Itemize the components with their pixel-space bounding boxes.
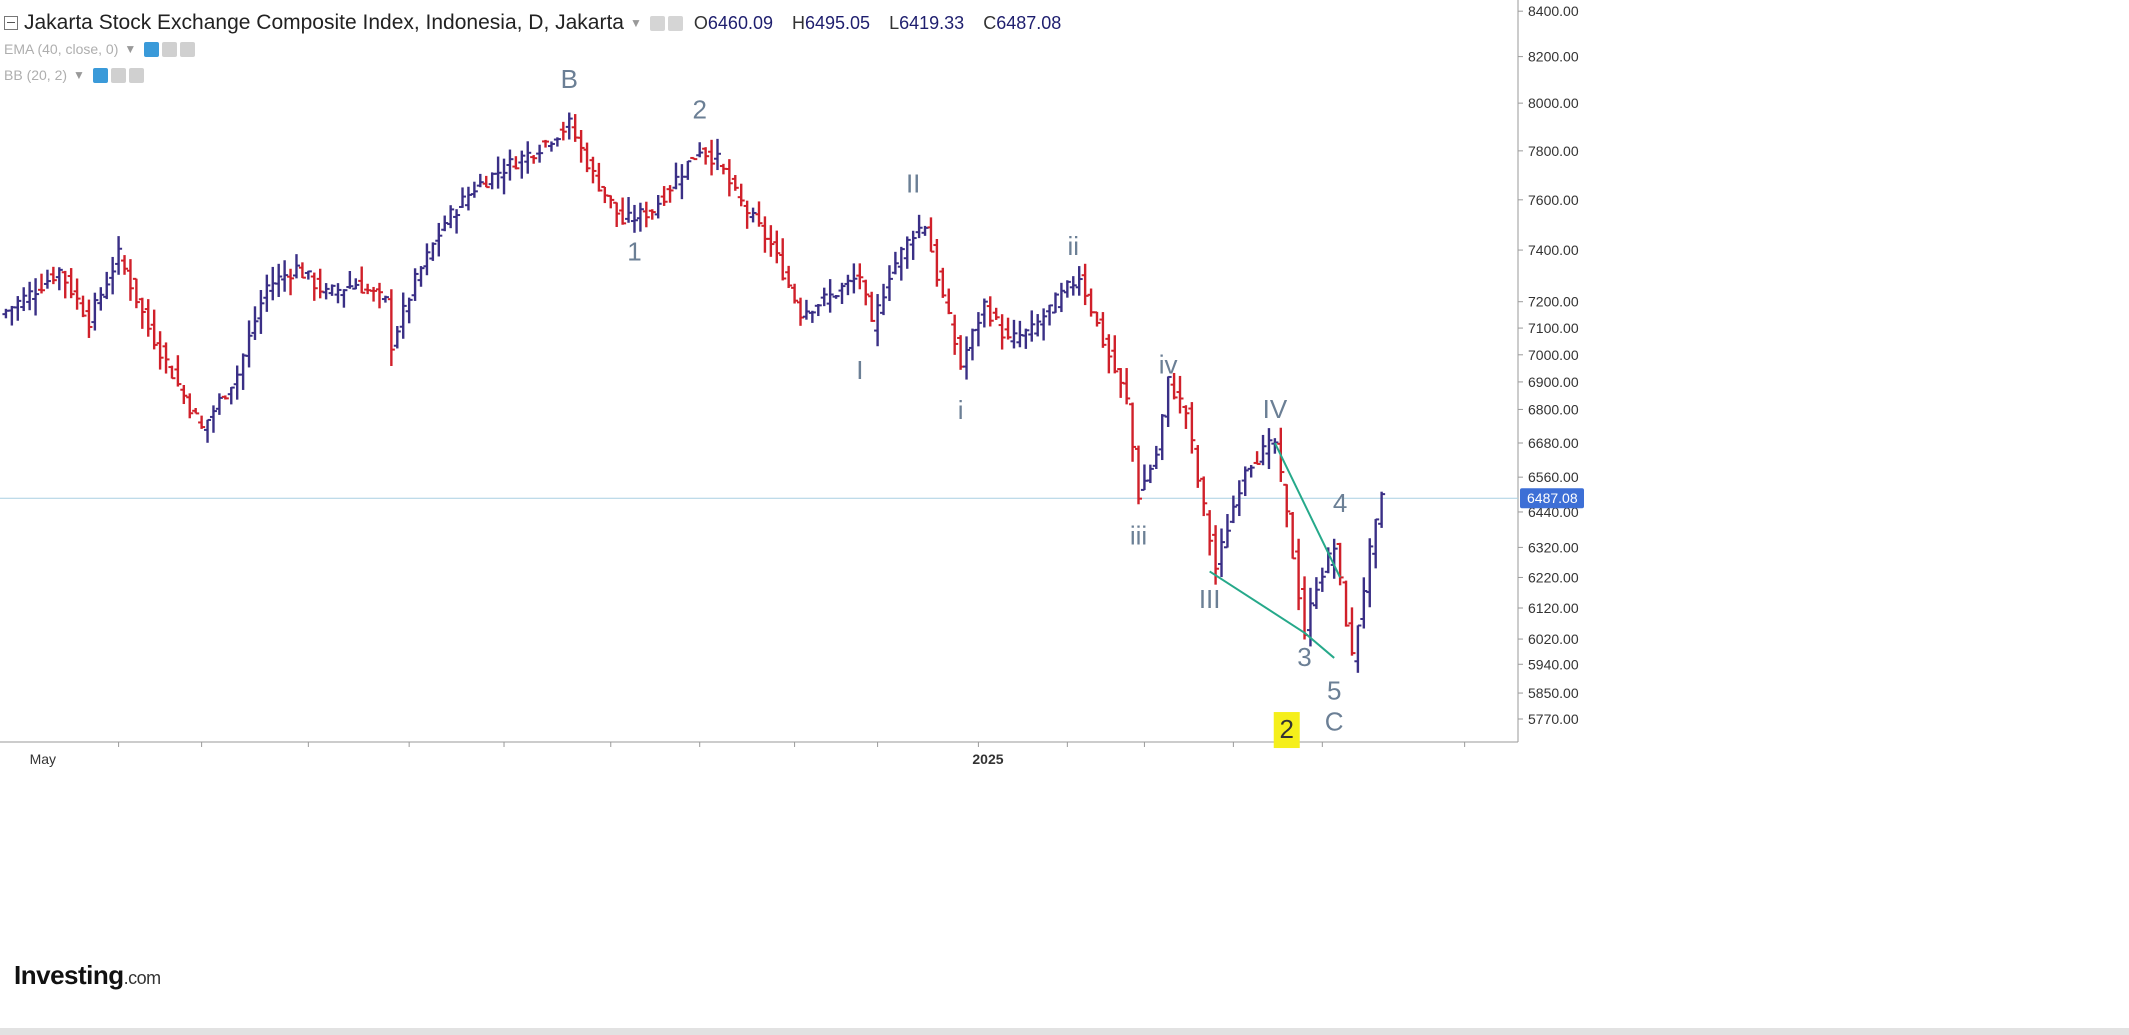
y-tick-label: 7600.00 <box>1528 192 1579 208</box>
wave-label: II <box>906 168 920 198</box>
open-value: 6460.09 <box>707 12 773 33</box>
wave-label: C <box>1325 706 1344 736</box>
wave-label: 2 <box>1280 714 1294 744</box>
settings-icon[interactable] <box>110 67 126 83</box>
wave-label: III <box>1199 584 1221 614</box>
wave-label: IV <box>1263 394 1288 424</box>
indicator-bb[interactable]: BB (20, 2) ▼ <box>4 62 1075 88</box>
open-key: O <box>693 12 708 33</box>
chevron-down-icon[interactable]: ▼ <box>630 16 642 30</box>
ohlc-bars <box>2 112 1386 673</box>
trendline <box>1303 632 1335 659</box>
chevron-down-icon[interactable]: ▼ <box>73 68 85 82</box>
trendline <box>1209 570 1306 634</box>
x-tick-label: May <box>30 751 56 767</box>
instrument-title: Jakarta Stock Exchange Composite Index, … <box>24 11 624 34</box>
low-key: L <box>889 12 900 33</box>
y-tick-label: 8200.00 <box>1528 49 1579 65</box>
ohlc-readout: O6460.09 H6495.05 L6419.33 C6487.08 <box>694 13 1075 34</box>
wave-label: I <box>856 355 863 385</box>
settings-icon[interactable] <box>667 15 683 31</box>
y-tick-label: 8000.00 <box>1528 95 1579 111</box>
visibility-icon[interactable] <box>649 15 665 31</box>
visibility-icon[interactable] <box>144 41 160 57</box>
collapse-legend-icon[interactable] <box>4 16 18 30</box>
close-icon[interactable] <box>128 67 144 83</box>
wave-label: 2 <box>692 95 706 125</box>
y-tick-label: 6120.00 <box>1528 600 1579 616</box>
y-tick-label: 5850.00 <box>1528 685 1579 701</box>
close-key: C <box>983 12 997 33</box>
y-axis-tags: 6487.08 <box>1520 488 1584 509</box>
indicator-bb-label: BB (20, 2) <box>4 67 68 83</box>
chevron-down-icon[interactable]: ▼ <box>124 42 137 56</box>
close-icon[interactable] <box>180 41 196 57</box>
wave-highlight-box <box>1273 712 1300 749</box>
y-tick-label: 6800.00 <box>1528 401 1579 417</box>
trendlines <box>1209 442 1342 659</box>
wave-label: 1 <box>627 236 641 266</box>
wave-label: i <box>958 395 964 425</box>
y-tick-label: 6560.00 <box>1528 469 1579 485</box>
wave-label: iv <box>1159 350 1178 380</box>
y-tick-label: 8400.00 <box>1528 3 1579 19</box>
wave-label: 4 <box>1333 488 1347 518</box>
scrollbar-track <box>0 1028 2129 1035</box>
close-value: 6487.08 <box>996 12 1062 33</box>
y-tick-label: 6320.00 <box>1528 539 1579 555</box>
y-tick-label: 5940.00 <box>1528 656 1579 672</box>
wave-label: 3 <box>1297 642 1311 672</box>
wave-label: iii <box>1130 520 1147 550</box>
investing-logo: Investing.com <box>14 960 161 990</box>
x-tick-label: 2025 <box>972 751 1003 767</box>
y-tick-label: 6900.00 <box>1528 374 1579 390</box>
chart-legend: Jakarta Stock Exchange Composite Index, … <box>0 10 1075 88</box>
y-tick-label: 7200.00 <box>1528 294 1579 310</box>
last-price-tag <box>1520 488 1584 509</box>
indicator-ema[interactable]: EMA (40, close, 0) ▼ <box>4 36 1075 62</box>
y-tick-label: 7800.00 <box>1528 143 1579 159</box>
indicator-ema-label: EMA (40, close, 0) <box>4 41 119 57</box>
y-tick-label: 7100.00 <box>1528 320 1579 336</box>
y-tick-label: 6680.00 <box>1528 435 1579 451</box>
low-value: 6419.33 <box>899 12 965 33</box>
plot-background <box>0 0 1518 742</box>
y-tick-label: 6220.00 <box>1528 569 1579 585</box>
y-tick-label: 5770.00 <box>1528 711 1579 727</box>
y-tick-label: 6020.00 <box>1528 631 1579 647</box>
y-tick-label: 7400.00 <box>1528 242 1579 258</box>
wave-label: ii <box>1067 231 1079 261</box>
high-value: 6495.05 <box>805 12 871 33</box>
wave-label: 5 <box>1327 675 1341 705</box>
visibility-icon[interactable] <box>92 67 108 83</box>
settings-icon[interactable] <box>162 41 178 57</box>
wave-label: B <box>561 64 578 94</box>
trendline <box>1273 442 1342 578</box>
high-key: H <box>792 12 805 33</box>
y-tick-label: 7000.00 <box>1528 347 1579 363</box>
last-price-tag-label: 6487.08 <box>1527 490 1578 506</box>
